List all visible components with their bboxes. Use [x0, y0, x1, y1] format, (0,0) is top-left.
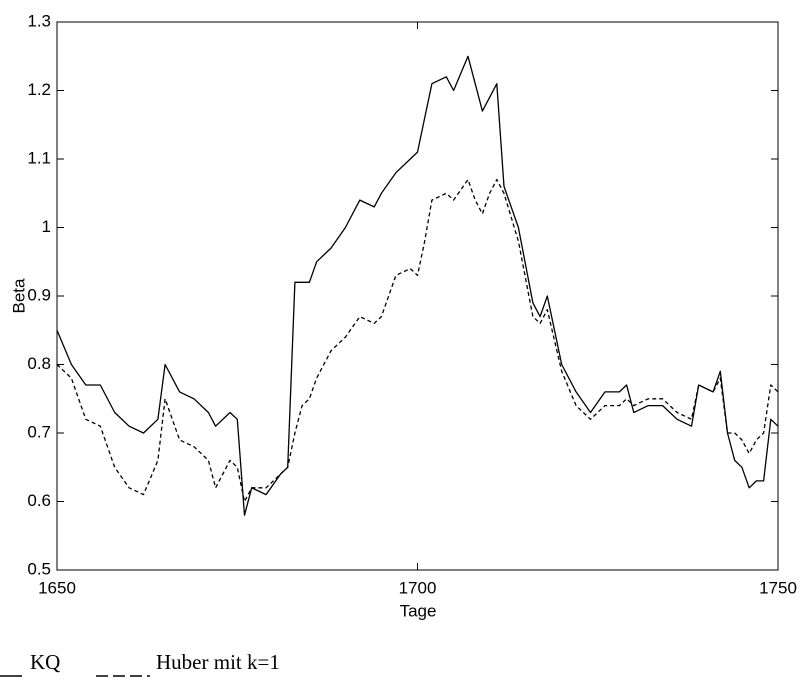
data-line	[56, 55, 779, 516]
y-tick-label: 0.5	[27, 559, 51, 578]
x-axis-label: Tage	[400, 601, 437, 620]
legend-label: KQ	[30, 650, 60, 674]
y-tick-label: 0.7	[27, 422, 51, 441]
x-tick-label: 1750	[759, 578, 797, 597]
y-axis-label: Beta	[9, 278, 28, 314]
data-line	[56, 178, 779, 503]
y-tick-label: 1.2	[27, 80, 51, 99]
plot-frame	[56, 21, 779, 571]
y-tick-label: 1.3	[27, 11, 51, 30]
y-tick-label: 0.8	[27, 354, 51, 373]
y-tick-label: 0.6	[27, 491, 51, 510]
y-tick-label: 0.9	[27, 285, 51, 304]
x-tick-label: 1700	[399, 578, 437, 597]
y-tick-label: 1	[42, 217, 51, 236]
x-tick-label: 1650	[38, 578, 76, 597]
legend-label: Huber mit k=1	[156, 650, 280, 674]
y-tick-label: 1.1	[27, 148, 51, 167]
